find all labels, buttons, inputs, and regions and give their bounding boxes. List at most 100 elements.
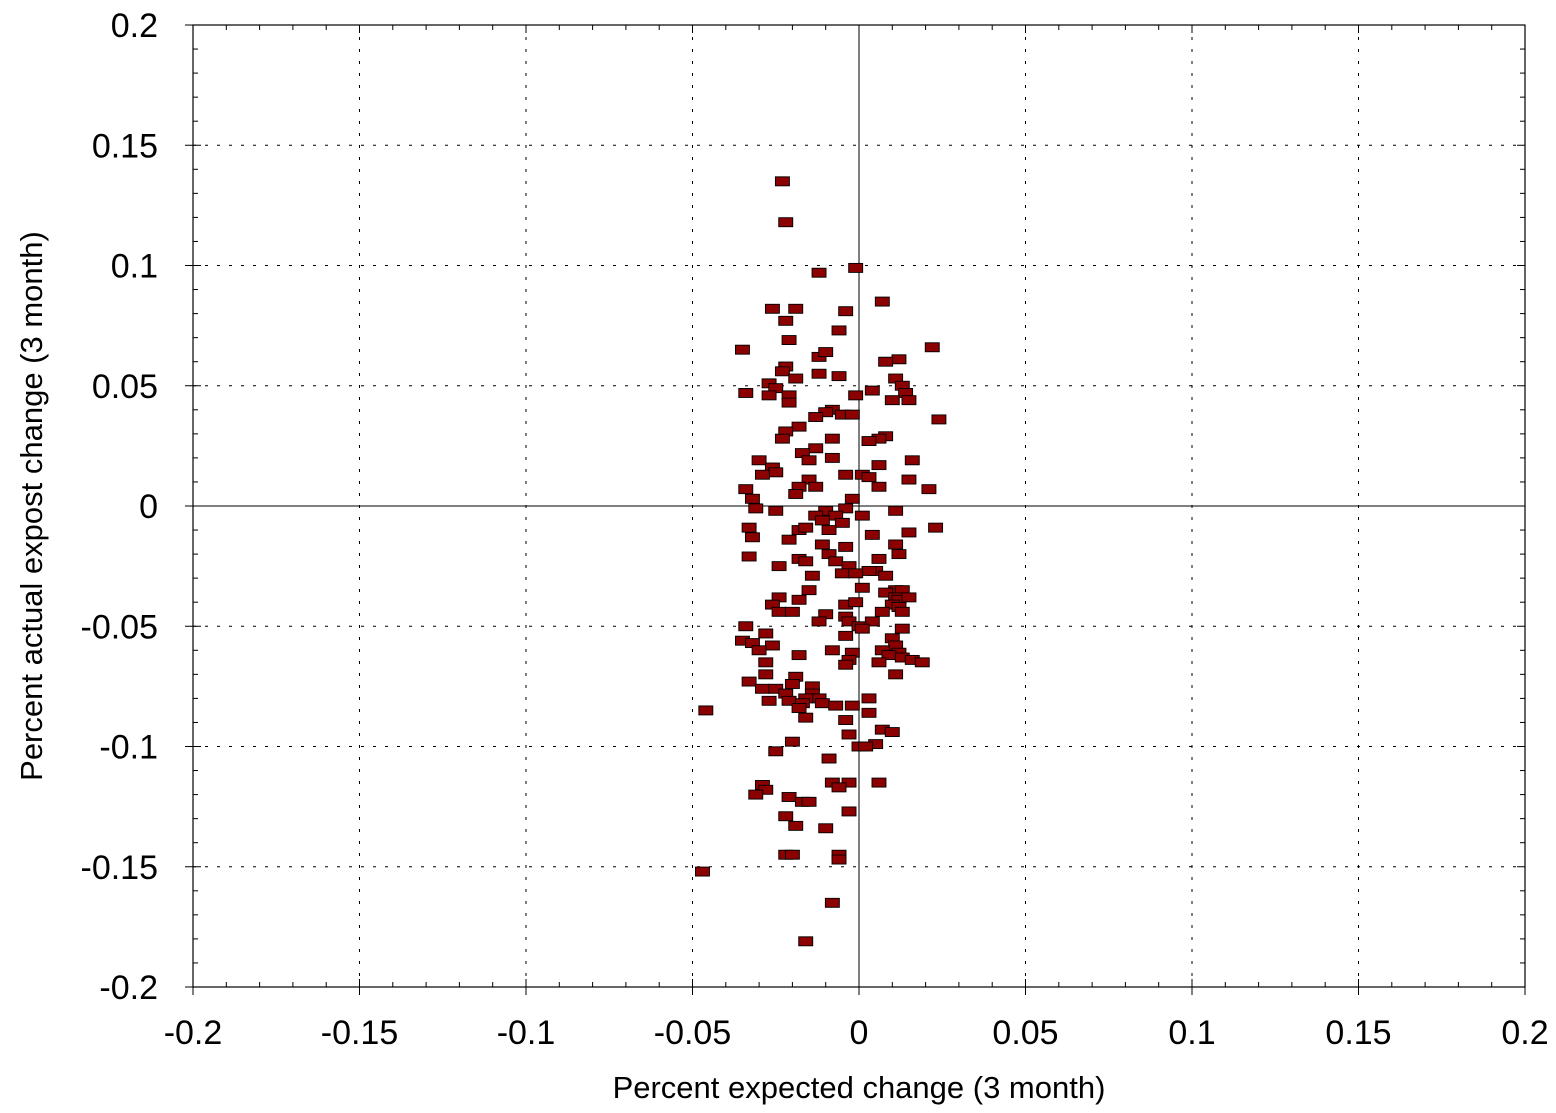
data-point	[901, 527, 917, 538]
y-tick-labels: -0.2 -0.15 -0.1 -0.05 0 0.05 0.1 0.15 0.2	[81, 7, 159, 1007]
data-point	[781, 792, 797, 802]
x-tick-labels: -0.2 -0.15 -0.1 -0.05 0 0.05 0.1 0.15 0.2	[164, 1014, 1549, 1052]
data-point	[774, 433, 790, 444]
data-point	[878, 356, 894, 367]
data-point	[754, 683, 770, 694]
data-point	[758, 628, 774, 639]
data-point	[798, 556, 814, 567]
data-point	[848, 390, 864, 401]
data-point	[778, 217, 794, 228]
data-point	[771, 606, 787, 617]
data-point	[858, 741, 874, 752]
x-tick-label: 0.05	[992, 1014, 1058, 1052]
data-point	[871, 460, 887, 471]
data-point	[761, 695, 777, 706]
data-point	[801, 796, 817, 807]
data-point	[834, 517, 850, 528]
data-point	[784, 849, 800, 860]
data-point	[814, 698, 830, 709]
data-point	[754, 469, 770, 480]
data-point	[844, 493, 860, 504]
data-point	[888, 539, 904, 550]
data-point	[814, 539, 830, 550]
data-point	[784, 606, 800, 617]
y-tick-label: 0.1	[111, 248, 158, 286]
data-point	[854, 510, 870, 521]
data-point	[871, 553, 887, 564]
data-point	[921, 484, 937, 495]
data-point	[791, 650, 807, 661]
x-tick-label: 0.15	[1325, 1014, 1391, 1052]
data-point	[738, 484, 754, 495]
data-point	[761, 390, 777, 401]
data-point	[888, 505, 904, 516]
data-point	[821, 753, 837, 764]
data-point	[814, 515, 830, 526]
y-tick-label: -0.05	[81, 608, 159, 646]
data-point	[778, 315, 794, 326]
data-point	[828, 700, 844, 711]
data-point	[698, 705, 714, 716]
data-point	[844, 409, 860, 420]
data-point	[821, 525, 837, 535]
data-point	[824, 645, 840, 656]
data-point	[884, 727, 900, 738]
data-point	[838, 469, 854, 480]
data-point	[904, 455, 920, 466]
data-point	[758, 669, 774, 680]
data-point	[848, 262, 864, 273]
data-point	[894, 623, 910, 634]
data-point	[831, 325, 847, 336]
data-point	[768, 467, 784, 478]
minor-ticks	[185, 24, 1526, 995]
data-point	[818, 823, 834, 834]
data-point	[848, 597, 864, 608]
data-point	[808, 412, 824, 422]
data-point	[871, 481, 887, 492]
y-tick-label: -0.1	[99, 729, 158, 767]
data-point	[874, 296, 890, 307]
y-tick-label: 0	[139, 488, 158, 526]
data-point	[901, 474, 917, 485]
y-tick-label: 0.05	[92, 368, 158, 406]
data-point	[838, 715, 854, 725]
data-point	[781, 534, 797, 545]
x-tick-label: 0.2	[1501, 1014, 1548, 1052]
data-point	[764, 303, 780, 314]
y-tick-label: -0.2	[99, 969, 158, 1007]
data-point	[784, 736, 800, 747]
data-point	[894, 606, 910, 617]
data-point	[901, 592, 917, 603]
data-point	[774, 176, 790, 187]
data-point	[871, 777, 887, 788]
data-point	[928, 522, 944, 533]
data-point	[788, 373, 804, 384]
x-tick-label: 0.1	[1168, 1014, 1215, 1052]
data-point	[768, 505, 784, 516]
data-point	[834, 568, 850, 579]
data-point	[771, 561, 787, 572]
data-point	[854, 623, 870, 634]
data-point	[741, 676, 757, 687]
data-point	[838, 659, 854, 670]
data-point	[878, 570, 894, 581]
data-point	[841, 806, 857, 817]
data-point	[838, 306, 854, 317]
plot-frame	[192, 24, 1526, 988]
data-point	[828, 556, 844, 567]
data-point	[741, 522, 757, 533]
data-point	[831, 854, 847, 865]
data-point	[854, 582, 870, 593]
data-point	[914, 657, 930, 668]
data-point	[791, 594, 807, 605]
data-point	[748, 503, 764, 514]
data-point	[758, 657, 774, 668]
data-point	[838, 541, 854, 552]
data-point	[768, 746, 784, 757]
data-point	[841, 729, 857, 740]
data-point	[804, 570, 820, 581]
data-point	[738, 621, 754, 632]
data-point	[838, 503, 854, 514]
data-point	[781, 397, 797, 408]
